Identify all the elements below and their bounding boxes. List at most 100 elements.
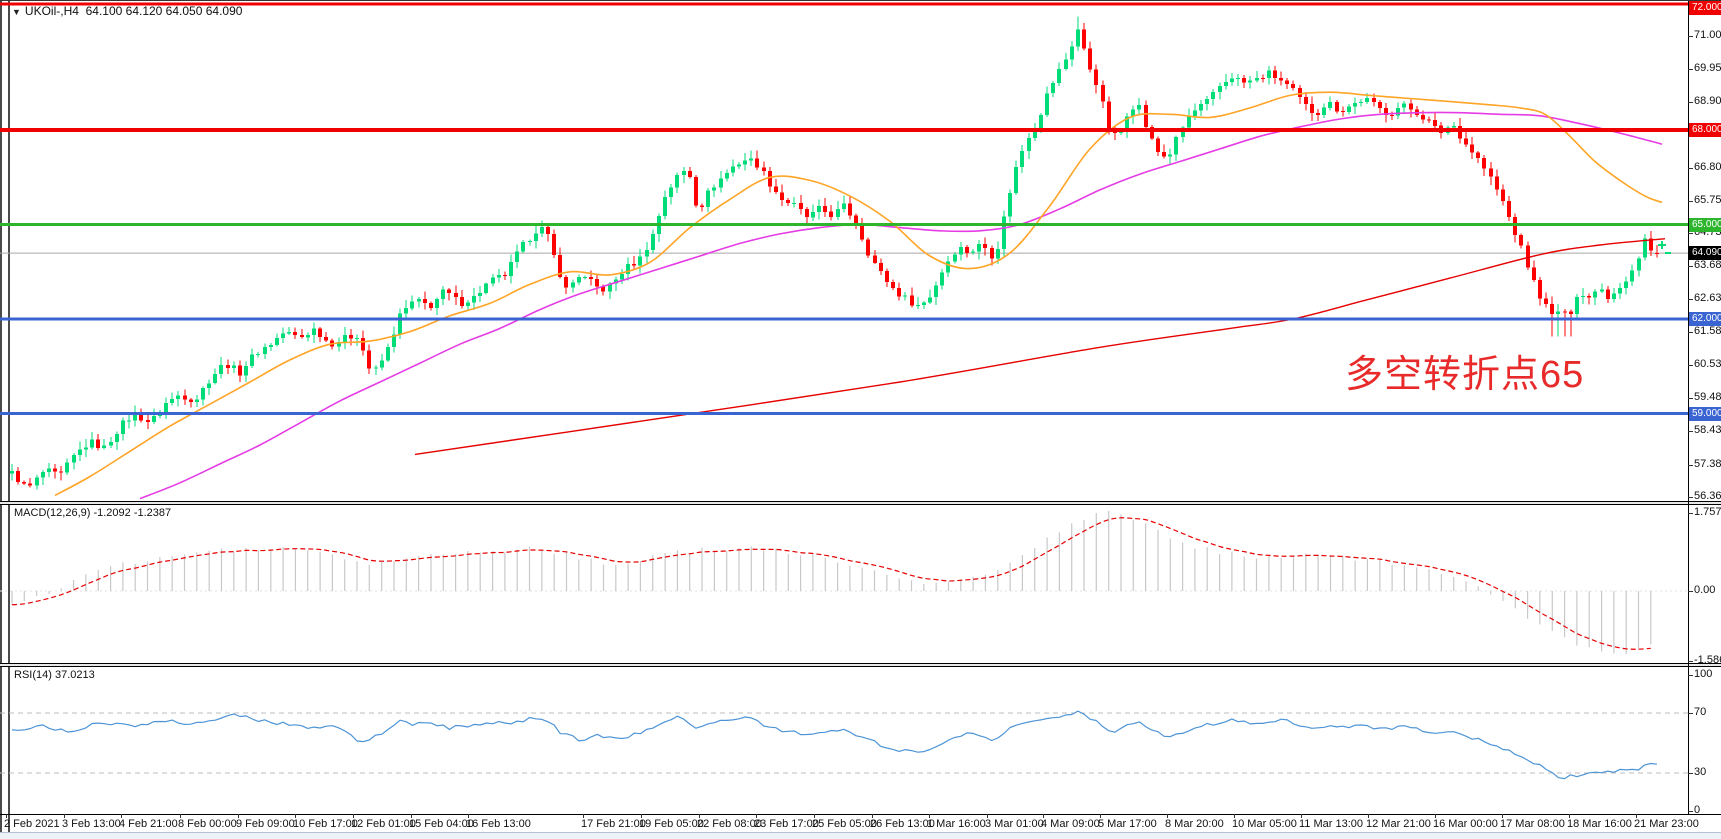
- time-label: 16 Feb 13:00: [466, 818, 531, 830]
- price-tick-68.900-tick: [1688, 102, 1693, 103]
- price-tick-57.380: 57.380: [1694, 458, 1721, 470]
- time-tick: [929, 814, 930, 818]
- time-label: 26 Feb 13:00: [870, 818, 935, 830]
- price-tick-56.360: 56.360: [1694, 490, 1721, 502]
- time-tick: [699, 814, 700, 818]
- time-tick: [1234, 814, 1235, 818]
- time-label: 15 Feb 04:00: [409, 818, 474, 830]
- time-tick: [987, 814, 988, 818]
- chart-title[interactable]: ▼ UKOil-,H4 64.100 64.120 64.050 64.090: [12, 4, 242, 18]
- level-badge-59.000: 59.000: [1689, 407, 1721, 421]
- time-label: 22 Feb 08:00: [697, 818, 762, 830]
- price-tick-66.800: 66.800: [1694, 161, 1721, 173]
- time-tick: [641, 814, 642, 818]
- status-strip: [0, 832, 1721, 839]
- symbol-dropdown-icon[interactable]: ▼: [12, 7, 21, 17]
- time-tick: [468, 814, 469, 818]
- price-tick-71.000: 71.000: [1694, 29, 1721, 41]
- macd-tick--1.586: -1.586: [1694, 654, 1721, 666]
- price-tick-71.000-tick: [1688, 36, 1693, 37]
- time-label: 9 Feb 09:00: [236, 818, 295, 830]
- time-label: 5 Mar 17:00: [1098, 818, 1157, 830]
- time-tick: [1100, 814, 1101, 818]
- time-label: 8 Mar 20:00: [1165, 818, 1224, 830]
- price-tick-56.360-tick: [1688, 497, 1693, 498]
- time-tick: [1043, 814, 1044, 818]
- time-label: 21 Mar 23:00: [1634, 818, 1699, 830]
- price-tick-60.530: 60.530: [1694, 358, 1721, 370]
- price-tick-62.630: 62.630: [1694, 292, 1721, 304]
- price-tick-62.630-tick: [1688, 299, 1693, 300]
- time-label: 2 Feb 2021: [4, 818, 60, 830]
- time-tick: [1569, 814, 1570, 818]
- time-tick: [814, 814, 815, 818]
- rsi-tick-70-tick: [1688, 713, 1693, 714]
- time-tick: [1301, 814, 1302, 818]
- price-tick-58.430-tick: [1688, 431, 1693, 432]
- time-label: 8 Feb 00:00: [178, 818, 237, 830]
- ohlc-readout: 64.100 64.120 64.050 64.090: [85, 4, 243, 18]
- price-tick-63.680-tick: [1688, 266, 1693, 267]
- time-tick: [295, 814, 296, 818]
- chart-left-border: [8, 1, 10, 839]
- time-tick: [756, 814, 757, 818]
- macd-tick--1.586-tick: [1688, 661, 1693, 662]
- price-tick-61.580: 61.580: [1694, 325, 1721, 337]
- time-label: 3 Mar 01:00: [985, 818, 1044, 830]
- time-label: 12 Mar 21:00: [1366, 818, 1431, 830]
- macd-tick-0.00: 0.00: [1694, 584, 1716, 596]
- window-left-border: [0, 1, 2, 839]
- macd-label: MACD(12,26,9) -1.2092 -1.2387: [14, 507, 172, 519]
- price-tick-69.950: 69.950: [1694, 62, 1721, 74]
- time-tick: [1636, 814, 1637, 818]
- pane-splitter-rsi[interactable]: [0, 663, 1721, 667]
- time-tick: [353, 814, 354, 818]
- main-price-chart[interactable]: [0, 1, 1688, 501]
- time-tick: [583, 814, 584, 818]
- symbol-name: UKOil-,H4: [24, 4, 79, 18]
- level-badge-68.000: 68.000: [1689, 123, 1721, 137]
- price-tick-60.530-tick: [1688, 365, 1693, 366]
- rsi-tick-100: 100: [1694, 668, 1713, 680]
- text-annotation[interactable]: 多空转折点65: [1345, 354, 1585, 396]
- price-tick-66.800-tick: [1688, 168, 1693, 169]
- price-tick-64.730-tick: [1688, 233, 1693, 234]
- time-label: 17 Feb 21:00: [581, 818, 646, 830]
- time-axis-border: [0, 814, 1721, 815]
- time-tick: [411, 814, 412, 818]
- time-label: 23 Feb 17:00: [754, 818, 819, 830]
- macd-indicator-pane[interactable]: [0, 505, 1688, 663]
- price-tick-59.480-tick: [1688, 398, 1693, 399]
- price-tick-57.380-tick: [1688, 465, 1693, 466]
- time-label: 18 Mar 16:00: [1567, 818, 1632, 830]
- price-tick-61.580-tick: [1688, 332, 1693, 333]
- rsi-tick-0: 0: [1694, 804, 1701, 816]
- rsi-tick-0-tick: [1688, 811, 1693, 812]
- price-tick-58.430: 58.430: [1694, 424, 1721, 436]
- time-tick: [121, 814, 122, 818]
- time-label: 11 Mar 13:00: [1299, 818, 1364, 830]
- rsi-indicator-pane[interactable]: [0, 667, 1688, 814]
- price-tick-59.480: 59.480: [1694, 391, 1721, 403]
- time-label: 12 Feb 01:00: [351, 818, 416, 830]
- rsi-tick-100-tick: [1688, 675, 1693, 676]
- time-tick: [1502, 814, 1503, 818]
- macd-tick-1.7579: 1.7579: [1694, 506, 1721, 518]
- price-tick-63.680: 63.680: [1694, 259, 1721, 271]
- time-tick: [6, 814, 7, 818]
- time-tick: [238, 814, 239, 818]
- price-tick-68.900: 68.900: [1694, 95, 1721, 107]
- pane-splitter-macd[interactable]: [0, 501, 1721, 505]
- time-tick: [64, 814, 65, 818]
- rsi-tick-30: 30: [1694, 766, 1707, 778]
- price-tick-65.750: 65.750: [1694, 194, 1721, 206]
- price-axis-border: [1688, 1, 1689, 814]
- time-label: 4 Feb 21:00: [119, 818, 178, 830]
- macd-tick-0.00-tick: [1688, 591, 1693, 592]
- time-tick: [1167, 814, 1168, 818]
- time-label: 17 Mar 08:00: [1500, 818, 1565, 830]
- rsi-label: RSI(14) 37.0213: [14, 669, 95, 681]
- time-label: 10 Feb 17:00: [293, 818, 358, 830]
- level-badge-65.000: 65.000: [1689, 218, 1721, 232]
